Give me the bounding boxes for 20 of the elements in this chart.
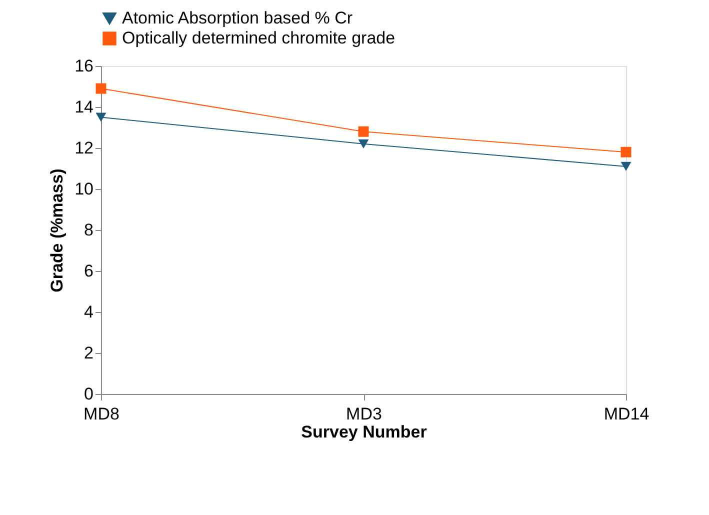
y-tick-label: 16: [74, 56, 94, 76]
x-tick-label: MD8: [84, 404, 120, 424]
y-tick-label: 0: [84, 384, 94, 404]
y-tick-label: 10: [74, 180, 94, 198]
legend-label: Optically determined chromite grade: [122, 28, 396, 48]
y-tick-label: 8: [84, 220, 94, 240]
point: [620, 146, 632, 158]
point: [96, 83, 106, 94]
y-tick-label: 14: [74, 98, 94, 116]
point: [620, 162, 632, 171]
x-tick-label: MD3: [346, 404, 382, 424]
y-tick-label: 12: [74, 138, 94, 158]
y-tick-label: 6: [84, 262, 94, 280]
x-axis-title: Survey Number: [301, 422, 428, 442]
y-tick-label: 4: [84, 302, 94, 322]
point: [96, 112, 106, 122]
y-tick-label: 2: [84, 344, 94, 362]
legend-label: Atomic Absorption based % Cr: [122, 8, 353, 28]
y-axis-title: Grade (%mass): [48, 168, 67, 292]
x-tick-label: MD14: [604, 404, 650, 424]
